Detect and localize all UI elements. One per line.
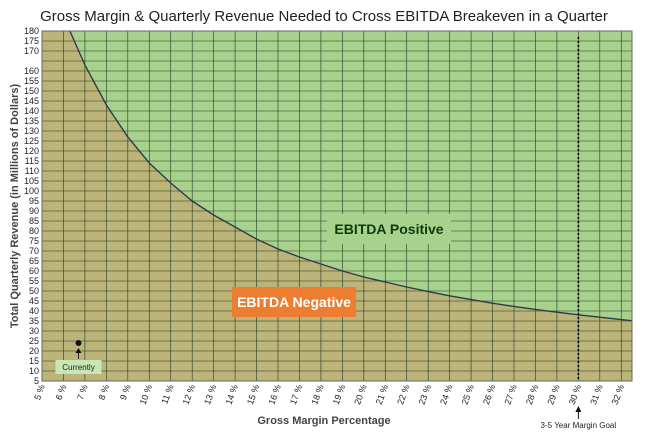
plot-border xyxy=(41,30,633,382)
y-tick-label: 180 xyxy=(24,26,39,36)
negative-label-bg xyxy=(232,287,356,317)
y-tick-labels: 5101520253035404550556065707580859095100… xyxy=(24,26,39,386)
x-tick-label: 8 % xyxy=(97,383,112,401)
y-tick-label: 25 xyxy=(29,336,39,346)
y-tick-label: 145 xyxy=(24,96,39,106)
x-tick-label: 19 % xyxy=(331,383,347,406)
x-tick-label: 16 % xyxy=(266,383,282,406)
current-label: Currently xyxy=(62,363,94,372)
y-tick-label: 70 xyxy=(29,246,39,256)
y-tick-label: 135 xyxy=(24,116,39,126)
y-tick-label: 60 xyxy=(29,266,39,276)
x-tick-label: 24 % xyxy=(438,383,454,406)
x-tick-label: 12 % xyxy=(181,383,197,406)
breakeven-curve xyxy=(69,30,633,322)
goal-label: 3-5 Year Margin Goal xyxy=(541,421,617,430)
positive-label: EBITDA Positive xyxy=(327,214,451,244)
chart-title: Gross Margin & Quarterly Revenue Needed … xyxy=(40,8,608,25)
current-label-bg xyxy=(55,360,102,374)
y-tick-label: 80 xyxy=(29,226,39,236)
x-tick-label: 10 % xyxy=(138,383,154,406)
y-tick-label: 170 xyxy=(24,46,39,56)
goal-annotation: 3-5 Year Margin Goal xyxy=(541,406,617,430)
y-tick-label: 90 xyxy=(29,206,39,216)
x-tick-label: 17 % xyxy=(288,383,304,406)
y-tick-label: 20 xyxy=(29,346,39,356)
region-ebitda-negative xyxy=(42,31,632,381)
x-tick-label: 31 % xyxy=(588,383,604,406)
y-tick-label: 65 xyxy=(29,256,39,266)
negative-label: EBITDA Negative xyxy=(232,287,356,317)
y-tick-label: 50 xyxy=(29,286,39,296)
x-tick-labels: 5 % 6 % 7 % 8 % 9 % 10 % 11 % 12 % 13 % 14 % 15 % 1… xyxy=(32,383,626,406)
y-tick-label: 40 xyxy=(29,306,39,316)
current-marker: Currently xyxy=(55,340,102,374)
x-tick-label: 13 % xyxy=(202,383,218,406)
positive-label-text: EBITDA Positive xyxy=(334,221,443,237)
x-tick-label: 7 % xyxy=(75,383,90,401)
y-tick-label: 35 xyxy=(29,316,39,326)
goal-arrowhead xyxy=(575,406,582,412)
y-tick-label: 130 xyxy=(24,126,39,136)
y-tick-label: 150 xyxy=(24,86,39,96)
current-point xyxy=(75,340,82,346)
x-tick-label: 20 % xyxy=(352,383,368,406)
y-tick-label: 95 xyxy=(29,196,39,206)
x-tick-label: 30 % xyxy=(567,383,583,406)
y-tick-label: 125 xyxy=(24,136,39,146)
y-tick-label: 75 xyxy=(29,236,39,246)
y-tick-label: 85 xyxy=(29,216,39,226)
x-tick-label: 9 % xyxy=(118,383,133,401)
x-tick-label: 28 % xyxy=(524,383,540,406)
y-tick-label: 175 xyxy=(24,36,39,46)
current-arrowhead xyxy=(75,348,82,353)
y-tick-label: 15 xyxy=(29,356,39,366)
y-tick-label: 45 xyxy=(29,296,39,306)
y-tick-label: 140 xyxy=(24,106,39,116)
y-tick-label: 5 xyxy=(34,376,39,386)
negative-label-text: EBITDA Negative xyxy=(237,294,351,310)
x-tick-label: 26 % xyxy=(481,383,497,406)
x-tick-label: 11 % xyxy=(159,383,175,405)
y-tick-label: 100 xyxy=(24,186,39,196)
x-tick-label: 14 % xyxy=(224,383,240,406)
x-tick-label: 18 % xyxy=(309,383,325,406)
plot-area xyxy=(41,30,633,382)
y-tick-label: 120 xyxy=(24,146,39,156)
x-tick-label: 25 % xyxy=(460,383,476,406)
y-tick-label: 115 xyxy=(25,156,39,166)
x-tick-label: 5 % xyxy=(32,383,47,401)
y-tick-label: 55 xyxy=(29,276,39,286)
positive-label-bg xyxy=(327,214,451,244)
x-tick-label: 22 % xyxy=(395,383,411,406)
y-tick-label: 105 xyxy=(24,176,39,186)
x-tick-label: 27 % xyxy=(502,383,518,406)
y-tick-label: 30 xyxy=(29,326,39,336)
x-tick-label: 21 % xyxy=(374,383,390,406)
y-tick-label: 160 xyxy=(24,66,39,76)
x-tick-label: 29 % xyxy=(545,383,561,406)
x-tick-label: 32 % xyxy=(610,383,626,406)
x-tick-label: 15 % xyxy=(245,383,261,406)
y-tick-label: 10 xyxy=(29,366,39,376)
y-tick-label: 110 xyxy=(25,166,39,176)
y-axis-label: Total Quarterly Revenue (in Millions of … xyxy=(9,84,21,329)
x-tick-label: 6 % xyxy=(54,383,69,401)
y-tick-label: 155 xyxy=(24,76,39,86)
x-axis-label: Gross Margin Percentage xyxy=(257,415,390,427)
x-tick-label: 23 % xyxy=(417,383,433,406)
